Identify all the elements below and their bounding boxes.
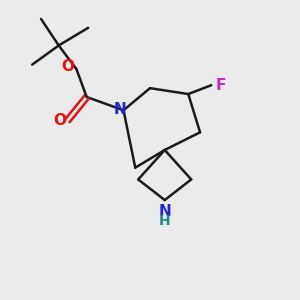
Text: H: H — [159, 214, 170, 228]
Text: O: O — [61, 59, 75, 74]
Text: F: F — [216, 78, 226, 93]
Text: N: N — [113, 102, 126, 117]
Text: N: N — [158, 204, 171, 219]
Text: O: O — [53, 113, 66, 128]
